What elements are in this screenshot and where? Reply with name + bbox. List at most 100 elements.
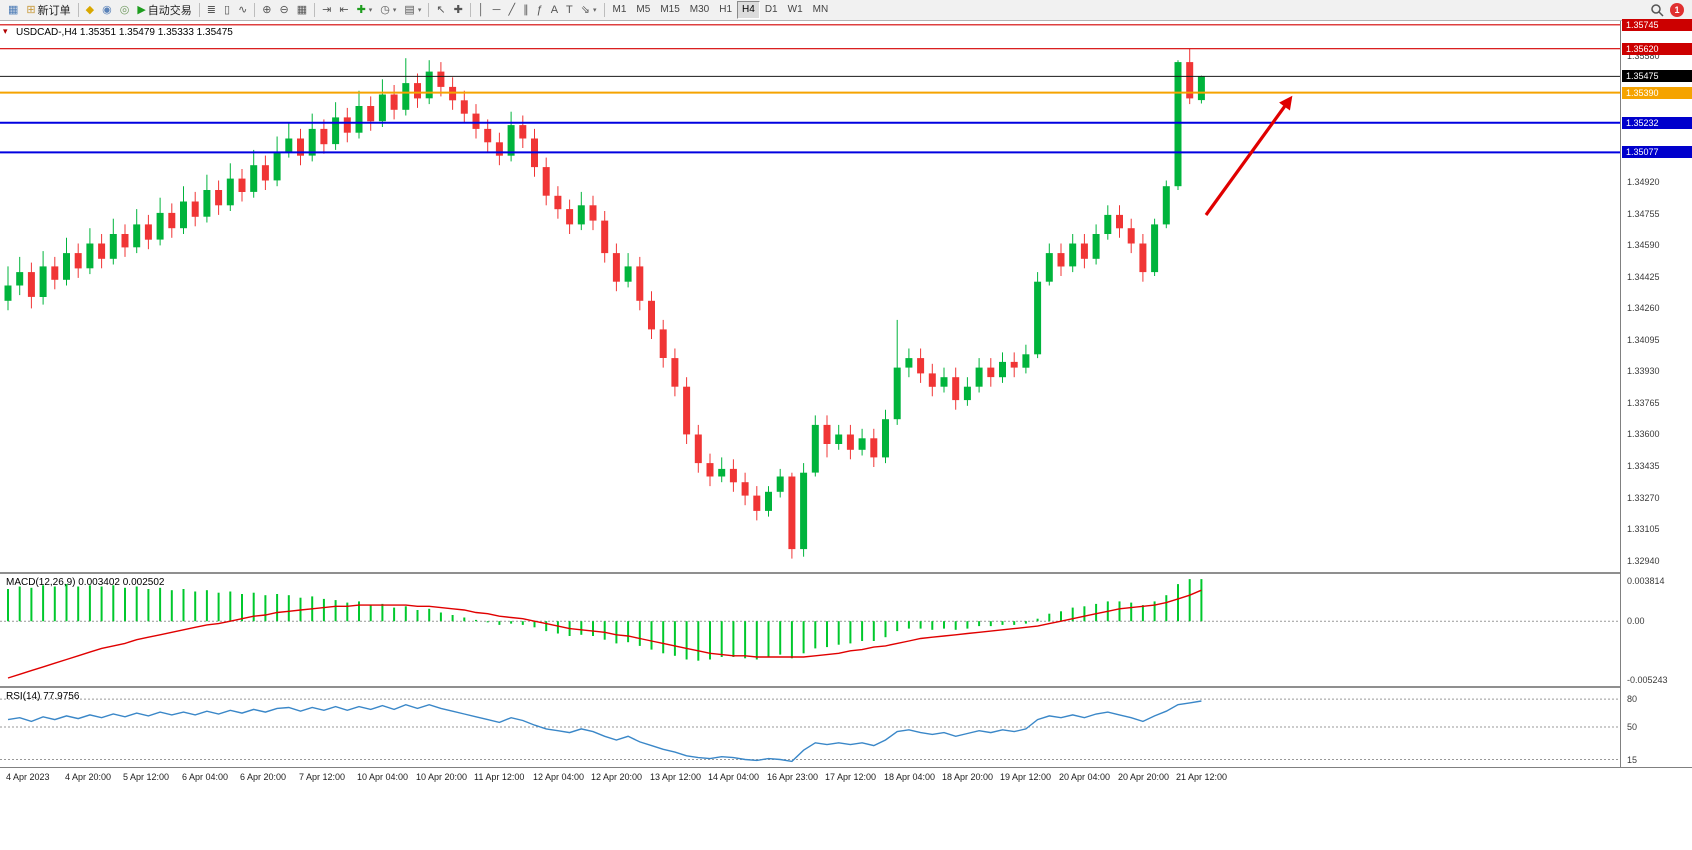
rsi-line (7, 700, 1202, 763)
cursor-icon[interactable]: ↖ (432, 0, 449, 20)
rsi-indicator-label: RSI(14) 77.9756 (6, 691, 80, 702)
search-icon[interactable] (1650, 3, 1664, 17)
time-tick-label: 6 Apr 20:00 (240, 772, 287, 782)
timeframe-m5-button[interactable]: M5 (636, 4, 651, 15)
price-tick-label: 1.34755 (1627, 209, 1660, 219)
price-tick-label: 1.33600 (1627, 429, 1660, 439)
fibonacci-icon[interactable]: ƒ (533, 0, 547, 20)
indicators-button[interactable]: ✚ ▾ (353, 0, 377, 20)
toolbar-separator (469, 3, 471, 17)
time-tick-label: 18 Apr 20:00 (942, 772, 994, 782)
horizontal-lines[interactable] (0, 24, 1620, 154)
chart-window[interactable]: 1.35580 1.34920 1.34755 1.34590 1.34425 1.342… (0, 19, 1692, 850)
metaeditor-icon-icon: ◆ (85, 4, 95, 16)
timeframe-mn-button[interactable]: MN (812, 4, 829, 15)
time-tick-label: 16 Apr 23:00 (767, 772, 819, 782)
trendline-icon-icon: ╱ (508, 4, 516, 16)
chevron-down-icon: ▾ (593, 7, 597, 14)
templates-button[interactable]: ▤ ▾ (400, 0, 425, 20)
zoom-out-button[interactable]: ⊖ (276, 0, 293, 20)
horizontal-line-icon[interactable]: ─ (489, 0, 505, 20)
chart-shift-icon-icon: ⇤ (339, 4, 349, 16)
time-tick-label: 5 Apr 12:00 (123, 772, 170, 782)
macd-indicator-label: MACD(12,26,9) 0.003402 0.002502 (6, 577, 165, 588)
notification-badge[interactable]: 1 (1670, 3, 1684, 17)
price-tick-label: 1.33930 (1627, 366, 1660, 376)
market-watch-icon[interactable]: ◉ (98, 0, 116, 20)
equidistant-channel-icon[interactable]: ∥ (519, 0, 533, 20)
new-order-icon: ⊞ (26, 4, 36, 16)
zoom-out-icon: ⊖ (279, 4, 289, 16)
time-tick-label: 12 Apr 20:00 (591, 772, 643, 782)
chevron-down-icon: ▾ (417, 7, 422, 14)
price-tick-label: 1.34260 (1627, 303, 1660, 313)
panel-separator[interactable] (0, 572, 1692, 574)
toolbar-separator (428, 3, 430, 17)
time-tick-label: 7 Apr 12:00 (299, 772, 346, 782)
time-tick-label: 12 Apr 04:00 (533, 772, 585, 782)
autotrading-button[interactable]: ▶ 自动交易 (133, 0, 195, 20)
price-tick-label: 1.35580 (1627, 51, 1660, 61)
timeframe-h4-button[interactable]: H4 (737, 1, 760, 19)
price-line-badge: 1.35077 (1622, 146, 1692, 158)
navigator-icon[interactable]: ◎ (116, 0, 134, 20)
new-order-button[interactable]: ⊞ 新订单 (22, 0, 74, 20)
chart-shift-icon[interactable]: ⇤ (335, 0, 352, 20)
autotrading-button-label: 自动交易 (147, 5, 192, 17)
autotrading-icon: ▶ (137, 4, 146, 16)
new-chart-button[interactable]: ▦ (4, 0, 22, 20)
text-label-icon-icon: T (566, 4, 573, 16)
templates-icon: ▤ (404, 4, 415, 16)
trend-arrow-annotation[interactable] (1204, 95, 1293, 216)
tile-windows-icon[interactable]: ▦ (293, 0, 311, 20)
crosshair-icon[interactable]: ✚ (450, 0, 467, 20)
timeframe-d1-button[interactable]: D1 (764, 4, 778, 15)
line-chart-icon[interactable]: ∿ (234, 0, 251, 20)
cursor-icon-icon: ↖ (436, 4, 446, 16)
price-tick-label: 1.33765 (1627, 398, 1660, 408)
toolbar-separator (314, 3, 316, 17)
macd-panel-plot[interactable] (0, 574, 1620, 686)
market-watch-icon-icon: ◉ (102, 4, 112, 16)
time-axis[interactable]: 4 Apr 2023 4 Apr 20:00 5 Apr 12:00 6 Apr 04… (0, 767, 1692, 786)
bar-chart-icon-icon: ≣ (206, 4, 216, 16)
timeframe-m1-button[interactable]: M1 (612, 4, 627, 15)
price-axis[interactable]: 1.35580 1.34920 1.34755 1.34590 1.34425 1.342… (1620, 19, 1692, 767)
timeframe-w1-button[interactable]: W1 (787, 4, 803, 15)
chevron-down-icon: ▾ (368, 7, 373, 14)
tile-windows-icon-icon: ▦ (296, 4, 308, 16)
periods-button[interactable]: ◷ ▾ (376, 0, 400, 20)
arrows-tool-button[interactable]: ⇘ ▾ (577, 0, 601, 20)
metaeditor-icon[interactable]: ◆ (82, 0, 98, 20)
text-label-icon[interactable]: T (562, 0, 577, 20)
macd-signal-line (7, 589, 1202, 679)
time-tick-label: 6 Apr 04:00 (182, 772, 229, 782)
zoom-in-button[interactable]: ⊕ (258, 0, 275, 20)
bar-chart-icon[interactable]: ≣ (203, 0, 220, 20)
timeframe-h1-button[interactable]: H1 (719, 4, 733, 15)
toolbar-separator (198, 3, 200, 17)
price-tick-label: 1.34425 (1627, 272, 1660, 282)
chart-symbol-ohlc-title: USDCAD-,H4 1.35351 1.35479 1.35333 1.354… (16, 27, 233, 38)
arrows-tool-icon: ⇘ (580, 4, 590, 16)
new-chart-icon: ▦ (8, 4, 19, 16)
auto-scroll-icon-icon: ⇥ (322, 4, 332, 16)
price-line-badge: 1.35620 (1622, 43, 1692, 55)
line-chart-icon-icon: ∿ (238, 4, 248, 16)
candlestick-chart-icon[interactable]: ▯ (220, 0, 234, 20)
text-icon[interactable]: A (547, 0, 562, 20)
time-tick-label: 18 Apr 04:00 (884, 772, 936, 782)
rsi-level-lines (0, 698, 1620, 760)
trendline-icon[interactable]: ╱ (504, 0, 519, 20)
time-tick-label: 4 Apr 2023 (6, 772, 50, 782)
vertical-line-icon-icon: │ (477, 4, 485, 16)
vertical-line-icon[interactable]: │ (474, 0, 489, 20)
equidistant-channel-icon-icon: ∥ (523, 4, 529, 16)
panel-separator[interactable] (0, 686, 1692, 688)
rsi-panel-plot[interactable] (0, 688, 1620, 766)
auto-scroll-icon[interactable]: ⇥ (318, 0, 335, 20)
main-chart-plot[interactable] (0, 21, 1620, 572)
chart-collapse-icon[interactable]: ▾ (3, 26, 8, 36)
timeframe-m15-button[interactable]: M15 (660, 4, 680, 15)
timeframe-m30-button[interactable]: M30 (689, 4, 710, 15)
